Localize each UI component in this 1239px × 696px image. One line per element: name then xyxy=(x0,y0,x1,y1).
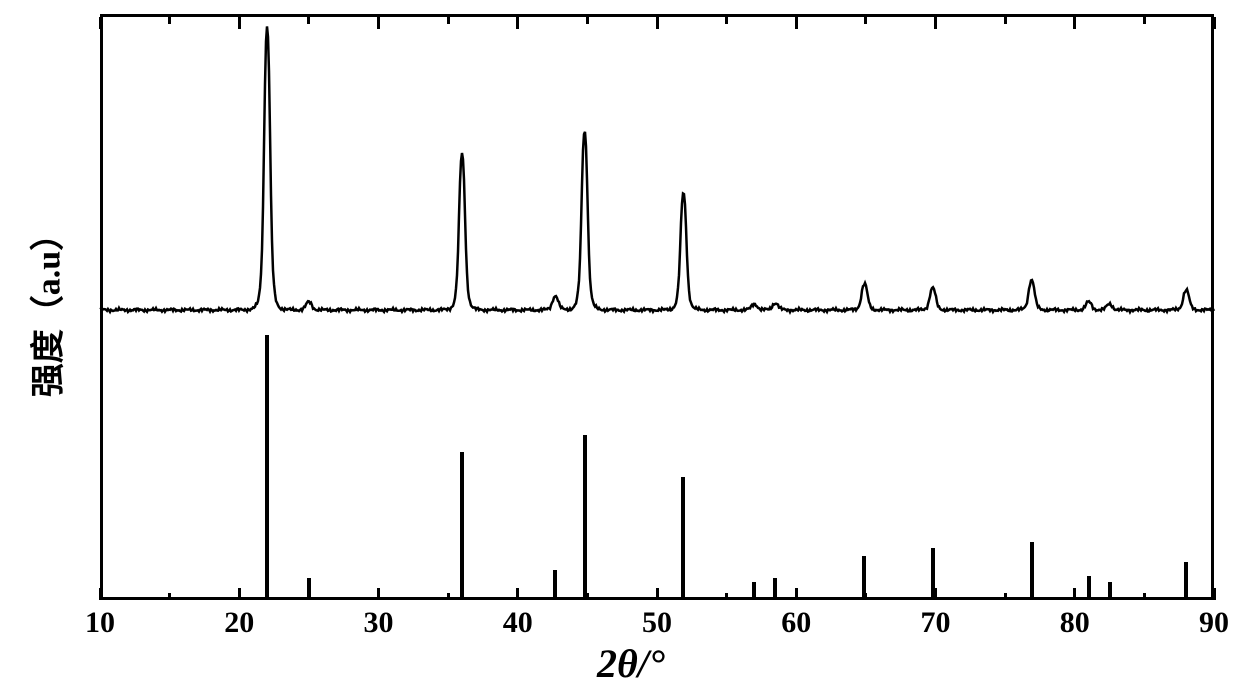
x-tick-top xyxy=(1073,17,1076,29)
reference-peak xyxy=(265,335,269,600)
x-tick-top xyxy=(516,17,519,29)
x-tick-top xyxy=(307,17,310,24)
x-tick-bottom xyxy=(725,593,728,600)
x-tick-top xyxy=(447,17,450,24)
y-axis-title-main: 强度 xyxy=(31,329,68,397)
x-tick-top xyxy=(864,17,867,24)
y-axis-title-unit: （a.u） xyxy=(31,217,68,329)
x-tick-bottom xyxy=(656,588,659,600)
top-xrd-spectrum xyxy=(0,0,1239,696)
x-tick-top xyxy=(99,17,102,29)
x-tick-bottom xyxy=(447,593,450,600)
x-tick-label: 30 xyxy=(364,606,394,640)
x-axis-title: 2θ/° xyxy=(597,640,665,687)
x-tick-bottom xyxy=(1143,593,1146,600)
x-tick-bottom xyxy=(99,588,102,600)
x-tick-bottom xyxy=(864,593,867,600)
reference-peak xyxy=(553,570,557,600)
x-tick-bottom xyxy=(238,588,241,600)
x-tick-top xyxy=(725,17,728,24)
x-tick-bottom xyxy=(307,593,310,600)
x-tick-label: 20 xyxy=(224,606,254,640)
x-tick-label: 10 xyxy=(85,606,115,640)
x-tick-top xyxy=(586,17,589,24)
x-tick-label: 50 xyxy=(642,606,672,640)
reference-peak xyxy=(460,452,464,600)
reference-peak xyxy=(752,582,756,600)
y-axis-title: 强度（a.u） xyxy=(21,217,70,397)
x-tick-top xyxy=(1004,17,1007,24)
reference-peak xyxy=(1030,542,1034,600)
x-tick-top xyxy=(1143,17,1146,24)
x-tick-bottom xyxy=(516,588,519,600)
x-tick-label: 60 xyxy=(781,606,811,640)
x-tick-top xyxy=(238,17,241,29)
x-tick-label: 40 xyxy=(503,606,533,640)
x-tick-bottom xyxy=(1073,588,1076,600)
x-tick-top xyxy=(168,17,171,24)
x-tick-bottom xyxy=(1213,588,1216,600)
x-tick-bottom xyxy=(168,593,171,600)
x-tick-bottom xyxy=(934,588,937,600)
x-tick-top xyxy=(934,17,937,29)
x-tick-label: 80 xyxy=(1060,606,1090,640)
x-tick-top xyxy=(1213,17,1216,29)
x-tick-bottom xyxy=(1004,593,1007,600)
xrd-trace xyxy=(100,26,1214,312)
x-tick-label: 90 xyxy=(1199,606,1229,640)
x-tick-bottom xyxy=(377,588,380,600)
reference-peak xyxy=(1087,576,1091,600)
x-tick-bottom xyxy=(586,593,589,600)
x-tick-top xyxy=(377,17,380,29)
reference-peak xyxy=(1108,582,1112,600)
x-tick-label: 70 xyxy=(921,606,951,640)
x-axis-title-text: 2θ/° xyxy=(597,641,665,686)
x-tick-top xyxy=(795,17,798,29)
reference-peak xyxy=(773,578,777,600)
x-tick-bottom xyxy=(795,588,798,600)
reference-peak xyxy=(1184,562,1188,600)
reference-peak xyxy=(583,435,587,600)
reference-peak xyxy=(681,477,685,600)
x-tick-top xyxy=(656,17,659,29)
figure-canvas: 10 20 30 40 50 60 70 80 90 强度（a.u） 2θ/° xyxy=(0,0,1239,696)
